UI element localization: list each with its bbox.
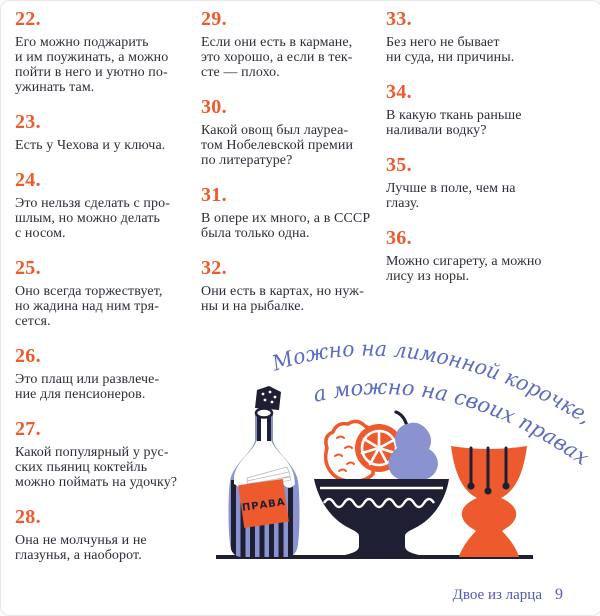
bottle-neck-ring bbox=[254, 407, 274, 419]
riddle-number: 26. bbox=[15, 345, 41, 367]
riddle-item: 22. Его можно поджарить и им поужинать, … bbox=[15, 9, 203, 95]
riddle-text: Она не молчунья и не глазунья, а наоборо… bbox=[15, 533, 147, 563]
riddle-number: 22. bbox=[15, 8, 41, 30]
riddle-number: 35. bbox=[386, 154, 412, 176]
goblet-sticks bbox=[469, 446, 508, 490]
bottle-cap bbox=[255, 386, 281, 410]
riddle-number: 29. bbox=[201, 8, 227, 30]
bowl-wave bbox=[322, 497, 436, 509]
footer-section-title: Двое из ларца bbox=[452, 587, 542, 603]
bottle-neck-stripe bbox=[257, 416, 261, 441]
riddle-text: В какую ткань раньше наливали водку? bbox=[386, 108, 522, 138]
citrus-spokes bbox=[360, 429, 397, 466]
license-booklet: ПРАВА bbox=[238, 466, 292, 528]
riddle-text: Есть у Чехова и у ключа. bbox=[15, 138, 166, 153]
riddle-item: 35. Лучше в поле, чем на глазу. bbox=[386, 155, 574, 211]
citrus-texture bbox=[334, 435, 355, 472]
riddle-column-3: 33. Без него не бывает ни суда, ни причи… bbox=[386, 9, 574, 301]
riddle-item: 34. В какую ткань раньше наливали водку? bbox=[386, 82, 574, 138]
riddle-text: Какой популярный у рус- ских пьяниц кокт… bbox=[15, 445, 178, 490]
riddle-text: Они есть в картах, но нуж- ны и на рыбал… bbox=[201, 284, 364, 314]
riddle-number: 27. bbox=[15, 418, 41, 440]
riddle-number: 31. bbox=[201, 184, 227, 206]
riddle-number: 28. bbox=[15, 506, 41, 528]
still-life-illustration: ПРАВА bbox=[216, 386, 533, 559]
bottle-illustration: ПРАВА bbox=[228, 386, 300, 557]
handwritten-caption: Можно на лимонной корочке, а можно на св… bbox=[268, 337, 595, 470]
riddle-item: 31. В опере их много, а в СССР была толь… bbox=[201, 185, 389, 241]
page-footer: Двое из ларца 9 bbox=[453, 586, 563, 604]
riddle-number: 23. bbox=[15, 111, 41, 133]
riddle-item: 26. Это плащ или развлече- ние для пенси… bbox=[15, 346, 203, 402]
pear-illustration bbox=[388, 410, 438, 482]
riddle-item: 28. Она не молчунья и не глазунья, а нао… bbox=[15, 507, 203, 563]
riddle-number: 30. bbox=[201, 96, 227, 118]
riddle-text: Оно всегда торжествует, но жадина над ни… bbox=[15, 284, 163, 329]
pear-body bbox=[388, 422, 438, 482]
riddle-item: 27. Какой популярный у рус- ских пьяниц … bbox=[15, 419, 203, 490]
riddle-text: Можно сигарету, а можно лису из норы. bbox=[386, 254, 542, 284]
riddle-text: Это нельзя сделать с про- шлым, но можно… bbox=[15, 196, 170, 241]
bowl-body bbox=[314, 479, 449, 557]
riddle-text: Это плащ или развлече- ние для пенсионер… bbox=[15, 372, 160, 402]
riddle-item: 30. Какой овощ был лауреа- том Нобелевск… bbox=[201, 97, 389, 168]
riddle-text: Без него не бывает ни суда, ни причины. bbox=[386, 35, 515, 65]
riddle-text: Лучше в поле, чем на глазу. bbox=[386, 181, 516, 211]
booklet-cover bbox=[238, 479, 289, 528]
riddle-item: 24. Это нельзя сделать с про- шлым, но м… bbox=[15, 170, 203, 241]
footer-page-number: 9 bbox=[555, 586, 563, 603]
riddle-text: Какой овощ был лауреа- том Нобелевской п… bbox=[201, 123, 354, 168]
riddle-item: 23. Есть у Чехова и у ключа. bbox=[15, 112, 203, 153]
riddle-number: 33. bbox=[386, 8, 412, 30]
riddle-column-2: 29. Если они есть в кармане, это хорошо,… bbox=[201, 9, 389, 331]
riddle-item: 33. Без него не бывает ни суда, ни причи… bbox=[386, 9, 574, 65]
riddle-number: 24. bbox=[15, 169, 41, 191]
bowl-illustration bbox=[314, 479, 449, 557]
riddle-text: В опере их много, а в СССР была только о… bbox=[201, 211, 371, 241]
riddle-text: Его можно поджарить и им поужинать, а мо… bbox=[15, 35, 169, 95]
riddle-number: 36. bbox=[386, 227, 412, 249]
riddle-column-1: 22. Его можно поджарить и им поужинать, … bbox=[15, 9, 203, 580]
riddle-number: 32. bbox=[201, 257, 227, 279]
bottle-neck-stripe bbox=[267, 416, 271, 441]
goblet-illustration bbox=[451, 446, 527, 557]
riddle-item: 29. Если они есть в кармане, это хорошо,… bbox=[201, 9, 389, 80]
pear-stem bbox=[394, 410, 409, 428]
riddle-text: Если они есть в кармане, это хорошо, а е… bbox=[201, 35, 353, 80]
riddle-item: 36. Можно сигарету, а можно лису из норы… bbox=[386, 228, 574, 284]
riddle-item: 25. Оно всегда торжествует, но жадина на… bbox=[15, 258, 203, 329]
riddle-number: 25. bbox=[15, 257, 41, 279]
riddle-number: 34. bbox=[386, 81, 412, 103]
riddle-item: 32. Они есть в картах, но нуж- ны и на р… bbox=[201, 258, 389, 314]
